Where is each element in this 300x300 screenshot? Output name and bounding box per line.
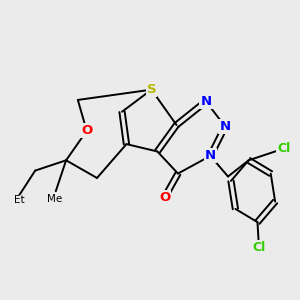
- Text: Cl: Cl: [277, 142, 291, 155]
- Text: O: O: [159, 190, 170, 204]
- Text: Et: Et: [14, 195, 24, 205]
- Text: N: N: [200, 95, 211, 108]
- Text: Cl: Cl: [252, 241, 266, 254]
- Text: N: N: [205, 149, 216, 162]
- Text: S: S: [147, 83, 156, 96]
- Text: N: N: [220, 120, 231, 133]
- Text: O: O: [81, 124, 92, 137]
- Text: Me: Me: [47, 194, 62, 204]
